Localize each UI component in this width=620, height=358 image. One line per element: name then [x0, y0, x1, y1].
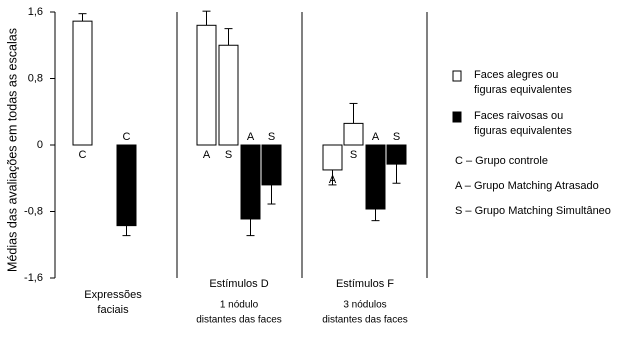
legend-note: A – Grupo Matching Atrasado [455, 180, 599, 192]
group-title: Estímulos D [209, 278, 268, 290]
bar [218, 44, 239, 146]
bar-label: A [372, 131, 380, 143]
bar-label: S [268, 131, 275, 143]
legend-note: S – Grupo Matching Simultâneo [455, 205, 611, 217]
bar [343, 122, 364, 146]
bar-label: A [247, 131, 255, 143]
legend-swatch [452, 70, 462, 82]
bar-label: S [225, 149, 232, 161]
bar [196, 24, 217, 146]
legend-label: Faces raivosas ou [474, 110, 563, 122]
group-title: faciais [97, 304, 129, 316]
bar-label: S [393, 131, 400, 143]
group-title: Estímulos F [336, 278, 394, 290]
group-subtitle: 1 nódulo [220, 300, 259, 311]
bar [365, 144, 386, 210]
y-tick-label: -1,6 [24, 272, 43, 284]
y-tick-label: 0 [37, 139, 43, 151]
legend-label: Faces alegres ou [474, 69, 558, 81]
group-title: Expressões [84, 289, 142, 301]
y-axis-label: Médias das avaliações em todas as escala… [5, 28, 19, 272]
bar-label: A [329, 174, 337, 186]
bar [72, 20, 93, 146]
legend-label: figuras equivalentes [474, 125, 572, 137]
bar [240, 144, 261, 220]
bar [322, 144, 343, 171]
bar-label: A [203, 149, 211, 161]
y-tick-label: 1,6 [28, 6, 43, 18]
y-tick-label: -0,8 [24, 205, 43, 217]
group-subtitle: 3 nódulos [343, 300, 386, 311]
bar-label: C [123, 131, 131, 143]
bar-label: S [350, 149, 357, 161]
bar [116, 144, 137, 227]
bar [386, 144, 407, 165]
y-tick-label: 0,8 [28, 72, 43, 84]
legend-swatch [452, 111, 462, 123]
group-subtitle: distantes das faces [196, 315, 282, 326]
group-subtitle: distantes das faces [322, 315, 408, 326]
legend-note: C – Grupo controle [455, 155, 548, 167]
bar-label: C [79, 149, 87, 161]
bar [261, 144, 282, 186]
legend-label: figuras equivalentes [474, 84, 572, 96]
